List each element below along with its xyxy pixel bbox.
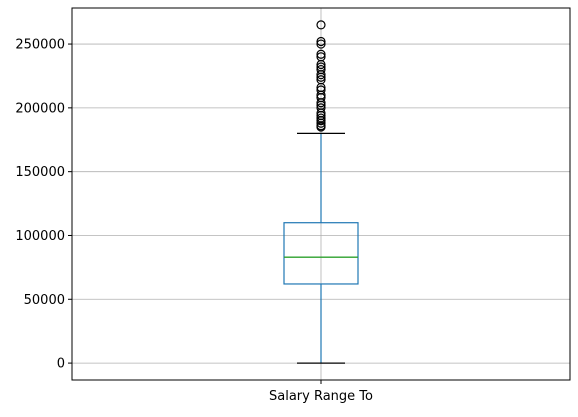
y-tick-label: 50000 <box>24 293 65 308</box>
x-tick-label: Salary Range To <box>269 389 373 404</box>
y-tick-label: 250000 <box>15 38 65 53</box>
outlier-point <box>316 75 326 85</box>
outlier-point <box>316 113 326 123</box>
y-tick-label: 0 <box>57 357 65 372</box>
y-tick-label: 200000 <box>15 101 65 116</box>
outlier-point <box>316 49 326 59</box>
outlier-point <box>316 85 326 95</box>
y-tick-label: 100000 <box>15 229 65 244</box>
outlier-point <box>316 64 326 75</box>
iqr-box <box>283 222 359 285</box>
grid-layer <box>72 8 570 380</box>
box-layer <box>283 132 359 364</box>
axis-layer: 0 50000 100000 150000 200000 250000 Salary Ran… <box>15 38 373 404</box>
outlier-point <box>316 103 326 113</box>
y-tick-label: 150000 <box>15 165 65 180</box>
outlier-point <box>316 36 326 47</box>
flier-layer <box>316 20 326 132</box>
outlier-point <box>316 39 326 49</box>
outlier-point <box>316 52 326 62</box>
outlier-point <box>316 20 326 30</box>
outlier-point <box>316 62 326 72</box>
